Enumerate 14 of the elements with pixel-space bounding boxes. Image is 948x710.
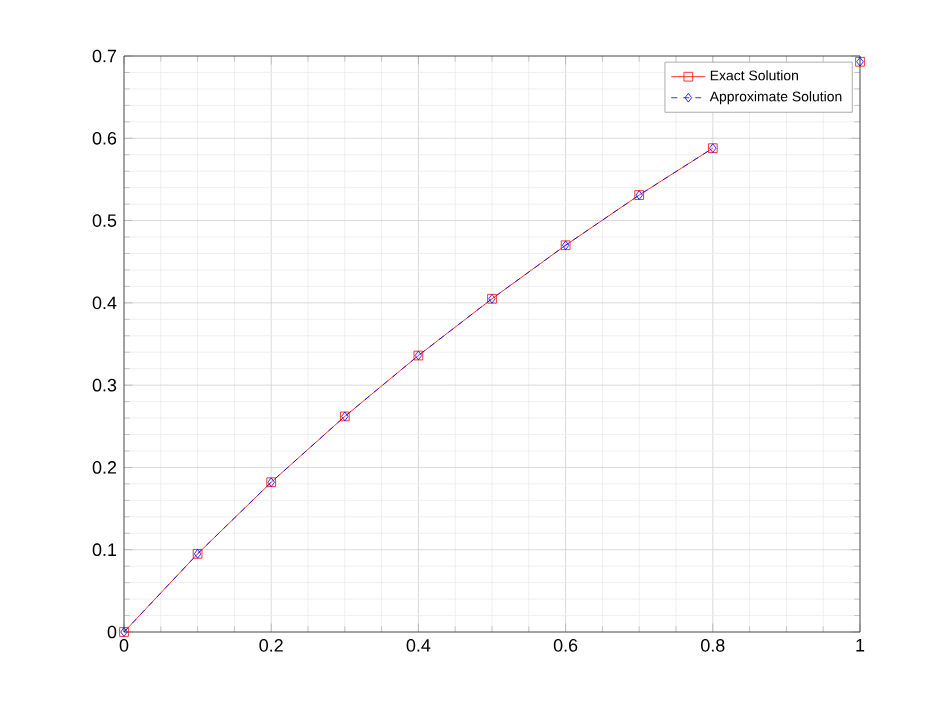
y-tick-label: 0.2 [92, 461, 117, 474]
x-tick-label: 0.4 [406, 639, 431, 652]
y-tick-label: 0.1 [92, 543, 117, 557]
y-tick-label: 0.6 [92, 131, 117, 145]
y-tick-label: 0.7 [92, 49, 117, 63]
y-tick-label: 0.5 [92, 214, 117, 227]
x-tick-label: 0.2 [259, 639, 283, 652]
x-tick-label: 0 [119, 639, 129, 652]
x-tick-label: 0.6 [553, 639, 578, 652]
x-tick-label: 0.8 [701, 639, 725, 652]
y-tick-label: 0 [107, 625, 117, 639]
y-tick-label: 0.3 [92, 378, 117, 392]
y-tick-label: 0.4 [92, 296, 117, 310]
x-tick-label: 1 [856, 639, 865, 652]
